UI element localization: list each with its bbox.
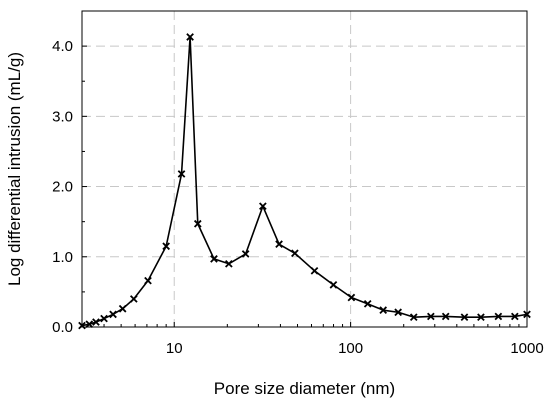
y-tick-label: 1.0: [52, 249, 73, 266]
marker-stroke: [409, 313, 418, 322]
marker-stroke: [427, 312, 435, 321]
marker-stroke: [275, 240, 283, 248]
data-point-marker: [85, 320, 94, 329]
data-point-marker: [460, 313, 469, 322]
marker-stroke: [118, 304, 127, 313]
tick-labels: 0.0 1.0 2.0 3.0 4.0 10 100 1000: [52, 38, 544, 357]
x-tick-label: 100: [338, 340, 363, 357]
marker-stroke: [477, 313, 485, 322]
data-point-marker: [310, 266, 319, 275]
data-point-marker: [427, 312, 435, 321]
marker-stroke: [291, 249, 299, 258]
marker-stroke: [310, 266, 319, 275]
data-point-marker: [394, 308, 402, 317]
data-point-marker: [225, 259, 233, 268]
marker-stroke: [259, 202, 267, 211]
data-point-marker: [109, 310, 117, 319]
marker-stroke: [100, 314, 108, 323]
data-point-marker: [259, 202, 267, 211]
data-point-marker: [291, 249, 299, 258]
marker-stroke: [109, 310, 117, 319]
data-point-marker: [510, 312, 519, 321]
data-point-marker: [193, 219, 202, 228]
data-point-marker: [129, 295, 138, 303]
data-point-marker: [409, 313, 418, 322]
data-point-marker: [275, 240, 283, 248]
x-tick-label: 10: [166, 340, 183, 357]
marker-stroke: [162, 242, 170, 251]
data-point-marker: [177, 170, 186, 178]
x-axis-title: Pore size diameter (nm): [214, 379, 395, 398]
data-point-marker: [347, 293, 356, 302]
marker-stroke: [129, 295, 138, 303]
marker-stroke: [193, 219, 202, 228]
marker-stroke: [329, 281, 338, 289]
marker-stroke: [441, 312, 450, 321]
y-tick-label: 3.0: [52, 108, 73, 125]
marker-stroke: [363, 299, 372, 308]
marker-stroke: [494, 312, 503, 321]
marker-stroke: [460, 313, 469, 322]
marker-stroke: [186, 33, 194, 41]
marker-stroke: [225, 259, 233, 268]
data-point-marker: [210, 255, 218, 263]
marker-stroke: [394, 308, 402, 317]
data-point-marker: [100, 314, 108, 323]
data-point-marker: [379, 306, 388, 314]
marker-stroke: [510, 312, 519, 321]
marker-stroke: [210, 255, 218, 263]
data-point-marker: [441, 312, 450, 321]
gridlines: [82, 11, 527, 327]
y-tick-label: 0.0: [52, 319, 73, 336]
data-series: [78, 33, 531, 330]
data-point-marker: [241, 250, 250, 258]
data-point-marker: [118, 304, 127, 313]
plot-area-frame: [81, 10, 528, 328]
marker-stroke: [347, 293, 356, 302]
y-axis-title: Log differential intrusion (mL/g): [5, 52, 24, 286]
data-point-marker: [494, 312, 503, 321]
data-point-marker: [144, 276, 152, 285]
data-point-marker: [186, 33, 194, 41]
data-point-marker: [162, 242, 170, 251]
marker-stroke: [379, 306, 388, 314]
marker-stroke: [177, 170, 186, 178]
data-point-marker: [363, 299, 372, 308]
marker-stroke: [241, 250, 250, 258]
data-point-marker: [477, 313, 485, 322]
x-tick-label: 1000: [510, 340, 543, 357]
marker-stroke: [92, 318, 100, 326]
marker-stroke: [144, 276, 152, 285]
y-tick-label: 2.0: [52, 179, 73, 196]
marker-stroke: [85, 320, 94, 329]
data-point-marker: [92, 318, 100, 326]
data-point-marker: [329, 281, 338, 289]
y-tick-label: 4.0: [52, 38, 73, 55]
